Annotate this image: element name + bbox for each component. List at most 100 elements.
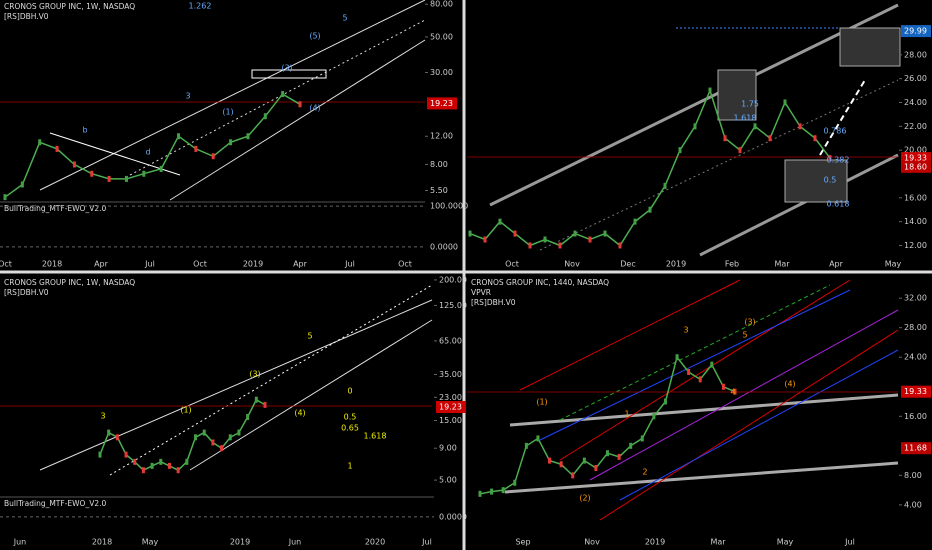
drawings bbox=[0, 0, 901, 521]
trend bbox=[49, 132, 181, 176]
channel bbox=[509, 393, 899, 427]
annotation: (3) bbox=[249, 370, 260, 379]
candle bbox=[150, 462, 154, 469]
y-tick-label: 65.00 bbox=[439, 336, 462, 345]
box bbox=[717, 69, 757, 121]
candle bbox=[629, 442, 633, 449]
box bbox=[839, 27, 901, 67]
candle bbox=[124, 175, 128, 182]
y-tick-label: 24.00 bbox=[904, 353, 927, 362]
y-tick-label: 32.00 bbox=[904, 294, 927, 303]
candle bbox=[798, 123, 802, 130]
channel bbox=[39, 0, 426, 191]
y-tick-label: 24.00 bbox=[904, 98, 927, 107]
annotation: (3) bbox=[744, 318, 755, 327]
annotation: (2) bbox=[579, 494, 590, 503]
fork bbox=[589, 309, 899, 481]
x-tick-label: Apr bbox=[829, 260, 844, 269]
candle bbox=[543, 236, 547, 243]
annotation: 0.65 bbox=[341, 424, 359, 433]
indicator-name: BullTrading_MTF-EWO_V2.0 bbox=[4, 499, 107, 508]
candle bbox=[263, 113, 267, 120]
candle bbox=[3, 194, 7, 201]
annotation: (4) bbox=[294, 409, 305, 418]
y-tick-label: 8.00 bbox=[904, 471, 922, 480]
y-tick-label: 4.00 bbox=[904, 500, 922, 509]
annotation: 3 bbox=[100, 412, 105, 421]
x-tick-label: Mar bbox=[710, 538, 726, 547]
annotation: 5 bbox=[342, 14, 347, 23]
annotation: 0.382 bbox=[827, 156, 850, 165]
x-tick-label: Jun bbox=[13, 538, 27, 547]
x-tick-label: 2019 bbox=[243, 260, 263, 269]
channel bbox=[699, 153, 899, 257]
x-tick-label: Oct bbox=[0, 260, 12, 269]
candle bbox=[606, 450, 609, 457]
price-badge-label: 11.68 bbox=[904, 444, 927, 453]
x-tick-label: Jun bbox=[288, 538, 302, 547]
candle bbox=[594, 464, 598, 471]
candle bbox=[72, 161, 76, 168]
candle bbox=[107, 175, 111, 182]
arrow bbox=[819, 79, 866, 156]
candle bbox=[228, 434, 232, 441]
fork bbox=[519, 279, 741, 391]
annotation: (4) bbox=[309, 104, 320, 113]
candle bbox=[176, 467, 180, 474]
price-badge bbox=[901, 442, 931, 455]
x-tick-label: May bbox=[142, 538, 159, 547]
candle bbox=[281, 91, 285, 98]
candle bbox=[490, 488, 494, 495]
candle bbox=[675, 354, 679, 361]
annotation: b bbox=[82, 126, 87, 135]
candle bbox=[710, 361, 714, 368]
candle bbox=[194, 145, 198, 152]
price-line bbox=[4, 93, 301, 198]
candle bbox=[133, 458, 137, 465]
annotation: (4) bbox=[784, 380, 795, 389]
x-tick-label: 2018 bbox=[42, 260, 62, 269]
chart-subtitle: [RS]DBH.V0 bbox=[4, 288, 49, 297]
annotation: 1.262 bbox=[189, 2, 212, 11]
x-tick-label: Mar bbox=[774, 260, 790, 269]
indicator-name: BullTrading_MTF-EWO_V2.0 bbox=[4, 204, 107, 213]
candle bbox=[254, 396, 258, 403]
price-badge bbox=[901, 385, 931, 398]
x-tick-label: Nov bbox=[584, 538, 600, 547]
candle bbox=[548, 457, 552, 464]
annotation: 1.618 bbox=[734, 114, 757, 123]
candle bbox=[478, 490, 482, 497]
y-tick-label: 5.50 bbox=[430, 186, 448, 195]
annotation: 3 bbox=[185, 92, 190, 101]
x-tick-label: 2019 bbox=[230, 538, 250, 547]
x-tick-label: Apr bbox=[94, 260, 109, 269]
candle bbox=[220, 445, 224, 452]
annotation: 1.75 bbox=[741, 100, 759, 109]
annotation: 0.786 bbox=[824, 127, 847, 136]
y-tick-label: 23.00 bbox=[439, 393, 462, 402]
y-tick-label: 80.00 bbox=[430, 0, 453, 9]
chart-subtitle: [RS]DBH.V0 bbox=[471, 298, 516, 307]
chart-subtitle: VPVR bbox=[471, 288, 491, 297]
candle bbox=[167, 462, 171, 469]
price-badge-label: 18.60 bbox=[904, 162, 927, 171]
candle bbox=[648, 206, 652, 213]
candle bbox=[536, 435, 540, 442]
y-tick-label: 16.00 bbox=[904, 193, 927, 202]
candle bbox=[733, 388, 737, 395]
x-tick-label: Nov bbox=[564, 260, 580, 269]
y-tick-label: 9.00 bbox=[439, 444, 457, 453]
candle bbox=[298, 101, 302, 108]
candle bbox=[617, 453, 621, 460]
x-tick-label: Sep bbox=[515, 538, 530, 547]
channel bbox=[109, 284, 433, 476]
annotation: 2 bbox=[642, 468, 647, 477]
channel bbox=[169, 39, 426, 201]
y-tick-label: 20.00 bbox=[904, 146, 927, 155]
channel bbox=[489, 3, 899, 207]
channel bbox=[539, 79, 899, 251]
x-tick-label: Jul bbox=[144, 260, 155, 269]
fork bbox=[619, 349, 899, 501]
price-badge-label: 19.33 bbox=[904, 387, 927, 396]
